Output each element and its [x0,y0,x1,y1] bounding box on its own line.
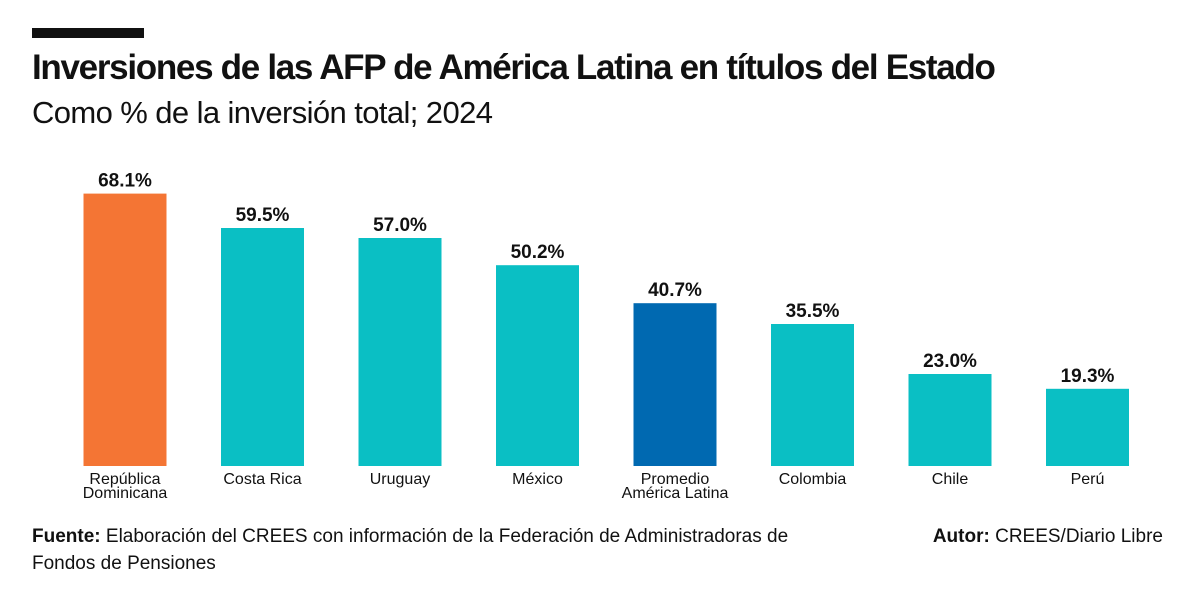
author-label: Autor: [932,526,990,547]
category-label: México [512,471,563,488]
bar-1 [83,193,167,466]
category-label-line: República [89,471,160,488]
bar-chart: 68.1% República Dominicana 59.5% Costa Rica 5… [83,171,1129,502]
footer-author: Autor: CREES/Diario Libre [933,523,1163,550]
footer-source: Fuente: Elaboración del CREES con inform… [32,523,812,577]
category-label-line: Uruguay [370,471,430,488]
bar-3 [358,238,442,466]
category-label-line: Costa Rica [223,471,301,488]
bar-value-label: 68.1% [98,171,152,192]
category-label: Colombia [779,471,847,488]
top-rule [32,28,144,38]
category-label-line: Colombia [779,471,847,488]
bar-value-label: 57.0% [373,215,427,236]
source-label: Fuente: [32,526,101,547]
chart-subtitle: Como % de la inversión total; 2024 [32,95,493,130]
category-label: Chile [932,471,969,488]
category-label-line: Perú [1071,471,1105,488]
category-label-line: México [512,471,563,488]
category-label: Perú [1071,471,1105,488]
bar-7 [908,374,992,466]
bar-2 [221,228,304,466]
author-text: CREES/Diario Libre [995,526,1163,547]
chart-title: Inversiones de las AFP de América Latina… [32,48,996,87]
source-text: Elaboración del CREES con información de… [32,526,789,574]
category-label: República Dominicana [83,471,168,502]
bar-value-label: 19.3% [1061,366,1115,387]
bar-6 [771,324,854,466]
category-label-line: Promedio [641,471,710,488]
bar-value-label: 50.2% [511,242,565,263]
category-label-line: Dominicana [83,485,168,502]
bar-4 [496,265,579,466]
bar-value-label: 59.5% [236,205,290,226]
category-label: Costa Rica [223,471,301,488]
category-label-line: Chile [932,471,969,488]
bar-value-label: 23.0% [923,351,977,372]
bar-value-label: 40.7% [648,280,702,301]
bar-5 [633,303,717,466]
bar-8 [1046,388,1129,466]
category-label: Uruguay [370,471,430,488]
bar-value-label: 35.5% [786,301,840,322]
category-label-line: América Latina [622,485,729,502]
category-label: Promedio América Latina [622,471,729,502]
